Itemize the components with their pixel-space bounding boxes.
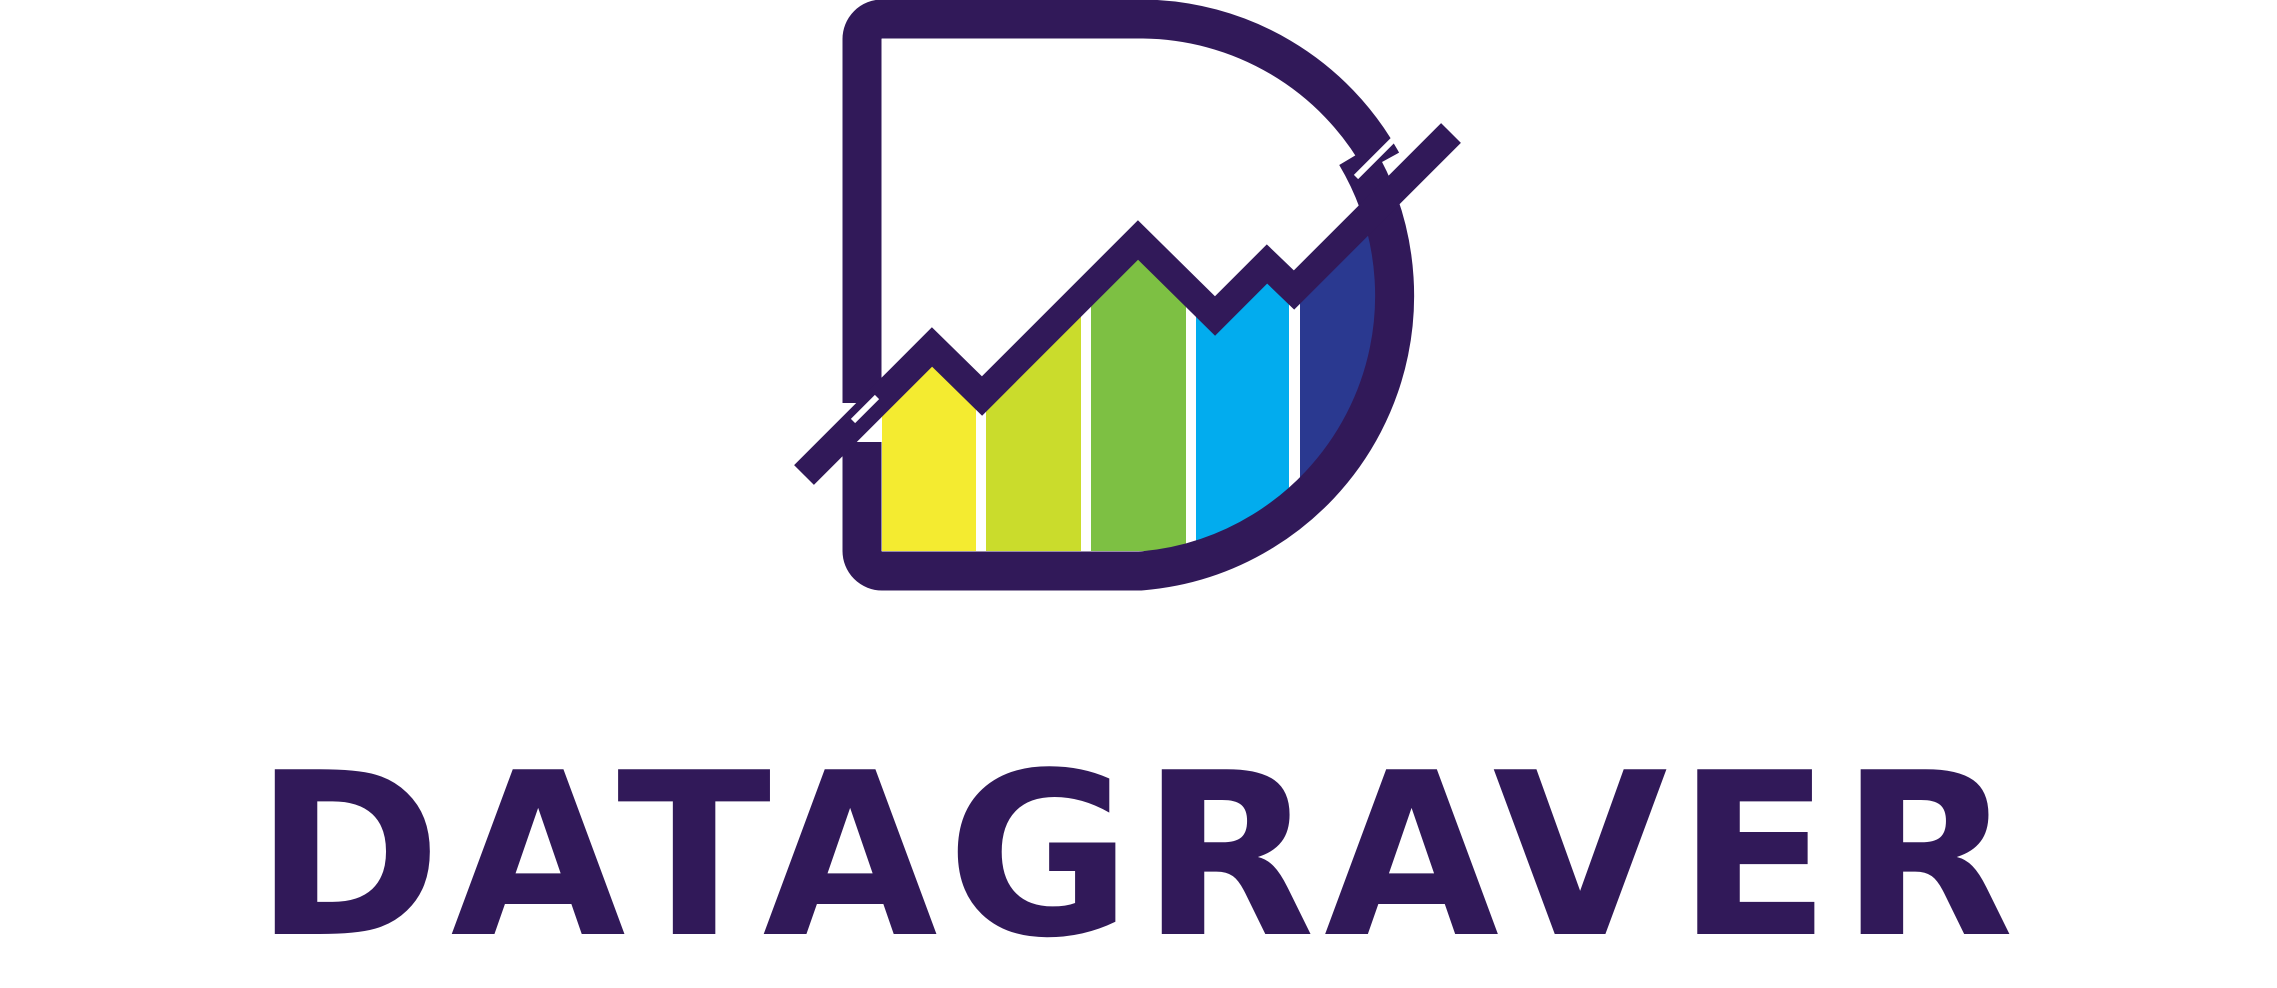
datagraver-logo-icon — [794, 0, 1461, 591]
letter-d-stroke — [842, 0, 1415, 591]
trend-line — [794, 123, 1461, 485]
brand-wordmark: DATAGRAVER — [254, 724, 2023, 988]
